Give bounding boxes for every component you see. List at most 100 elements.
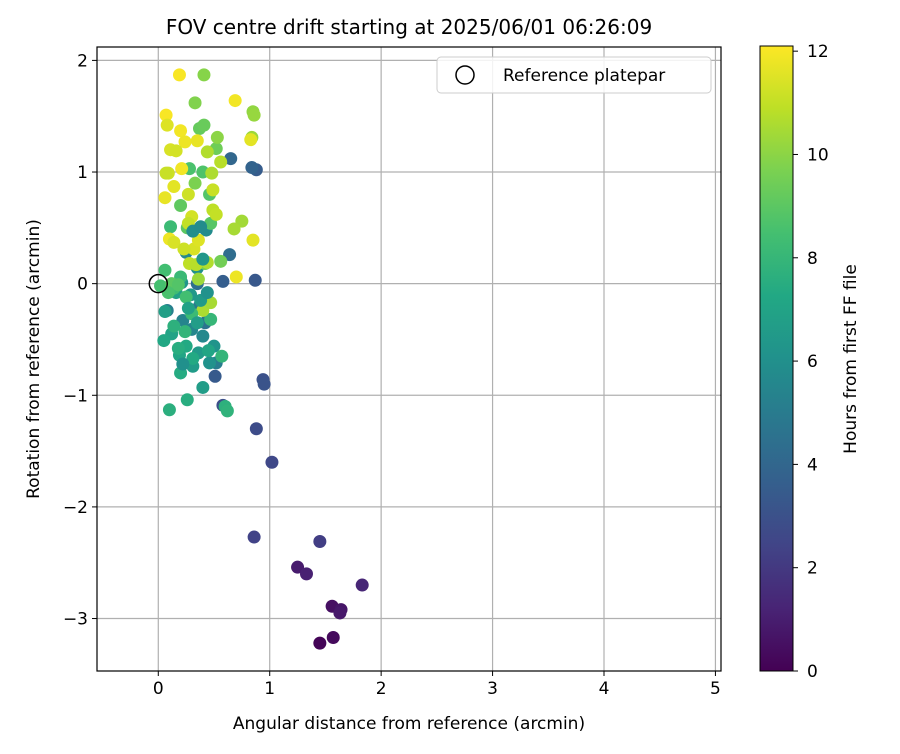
data-point xyxy=(176,357,190,371)
data-point xyxy=(190,316,204,330)
data-point xyxy=(201,344,215,358)
y-axis-label: Rotation from reference (arcmin) xyxy=(24,219,44,499)
data-point xyxy=(169,144,183,158)
data-point xyxy=(206,183,220,197)
data-point xyxy=(228,94,242,108)
data-point xyxy=(196,252,210,266)
data-point xyxy=(171,278,185,292)
reference-platepar-marker xyxy=(148,273,169,294)
data-point xyxy=(291,560,305,574)
colorbar-tick-label: 8 xyxy=(807,249,818,269)
data-point xyxy=(160,118,174,132)
data-point xyxy=(159,166,173,180)
colorbar: 0 2 4 6 8 10 12 Hours from first FF file xyxy=(759,42,861,682)
legend-box xyxy=(436,56,712,94)
data-point xyxy=(224,152,238,166)
colorbar-tick-label: 0 xyxy=(807,662,818,682)
data-point xyxy=(167,180,181,194)
colorbar-tick-label: 12 xyxy=(807,42,829,62)
data-point xyxy=(247,530,261,544)
data-point xyxy=(158,305,172,319)
data-point xyxy=(355,578,369,592)
y-tick-label: −2 xyxy=(63,498,88,518)
data-point xyxy=(249,422,263,436)
x-tick-label: 5 xyxy=(710,679,721,699)
data-point xyxy=(196,380,210,394)
data-point xyxy=(162,403,176,417)
data-point xyxy=(178,325,192,339)
data-points xyxy=(154,68,369,650)
data-point xyxy=(215,349,229,363)
data-point xyxy=(227,222,241,236)
data-point xyxy=(204,312,218,326)
y-tick-label: 1 xyxy=(77,163,88,183)
y-tick-label: −3 xyxy=(63,610,88,630)
data-point xyxy=(245,161,259,175)
data-point xyxy=(171,341,185,355)
x-tick-label: 4 xyxy=(599,679,610,699)
data-point xyxy=(246,233,260,247)
data-point xyxy=(299,567,313,581)
data-point xyxy=(210,130,224,144)
data-point xyxy=(326,631,340,645)
colorbar-label: Hours from first FF file xyxy=(841,264,861,454)
data-point xyxy=(214,155,228,169)
data-point xyxy=(257,377,271,391)
colorbar-ticks: 0 2 4 6 8 10 12 xyxy=(793,42,829,682)
data-point xyxy=(175,162,189,176)
data-point xyxy=(161,286,175,300)
legend: Reference platepar xyxy=(436,56,712,94)
y-tick-label: 2 xyxy=(77,51,88,71)
data-point xyxy=(194,220,208,234)
data-point xyxy=(174,199,188,213)
data-point xyxy=(333,606,347,620)
data-point xyxy=(159,108,173,122)
data-point xyxy=(157,334,171,348)
x-axis-ticks: 0 1 2 3 4 5 xyxy=(153,671,721,699)
data-point xyxy=(265,455,279,469)
data-point xyxy=(204,296,218,310)
data-point xyxy=(181,187,195,201)
data-point xyxy=(158,191,172,205)
data-point xyxy=(197,68,211,82)
chart-title: FOV centre drift starting at 2025/06/01 … xyxy=(166,15,652,39)
y-tick-label: −1 xyxy=(63,386,88,406)
y-tick-label: 0 xyxy=(77,275,88,295)
data-point xyxy=(188,96,202,110)
data-point xyxy=(216,274,230,288)
data-point xyxy=(167,319,181,333)
data-point xyxy=(188,176,202,190)
data-point xyxy=(208,369,222,383)
data-point xyxy=(178,135,192,149)
data-point xyxy=(214,254,228,268)
data-point xyxy=(186,351,200,365)
data-point xyxy=(180,393,194,407)
data-point xyxy=(203,356,217,370)
legend-entry-label: Reference platepar xyxy=(503,66,665,86)
data-point xyxy=(167,235,181,249)
colorbar-tick-label: 2 xyxy=(807,559,818,579)
data-point xyxy=(200,145,214,159)
data-point xyxy=(209,207,223,221)
x-tick-label: 2 xyxy=(376,679,387,699)
plot-frame xyxy=(96,46,722,672)
data-point xyxy=(181,301,195,315)
data-point xyxy=(200,286,214,300)
data-point xyxy=(220,404,234,418)
x-axis-label: Angular distance from reference (arcmin) xyxy=(233,714,585,734)
data-point xyxy=(229,270,243,284)
data-point xyxy=(248,273,262,287)
data-point xyxy=(179,290,193,304)
data-point xyxy=(197,118,211,132)
colorbar-tick-label: 10 xyxy=(807,145,829,165)
data-point xyxy=(172,68,186,82)
colorbar-tick-label: 4 xyxy=(807,455,818,475)
colorbar-gradient xyxy=(759,45,794,672)
colorbar-tick-label: 6 xyxy=(807,352,818,372)
data-point xyxy=(164,220,178,234)
x-tick-label: 1 xyxy=(264,679,275,699)
data-point xyxy=(190,134,204,148)
x-tick-label: 3 xyxy=(487,679,498,699)
